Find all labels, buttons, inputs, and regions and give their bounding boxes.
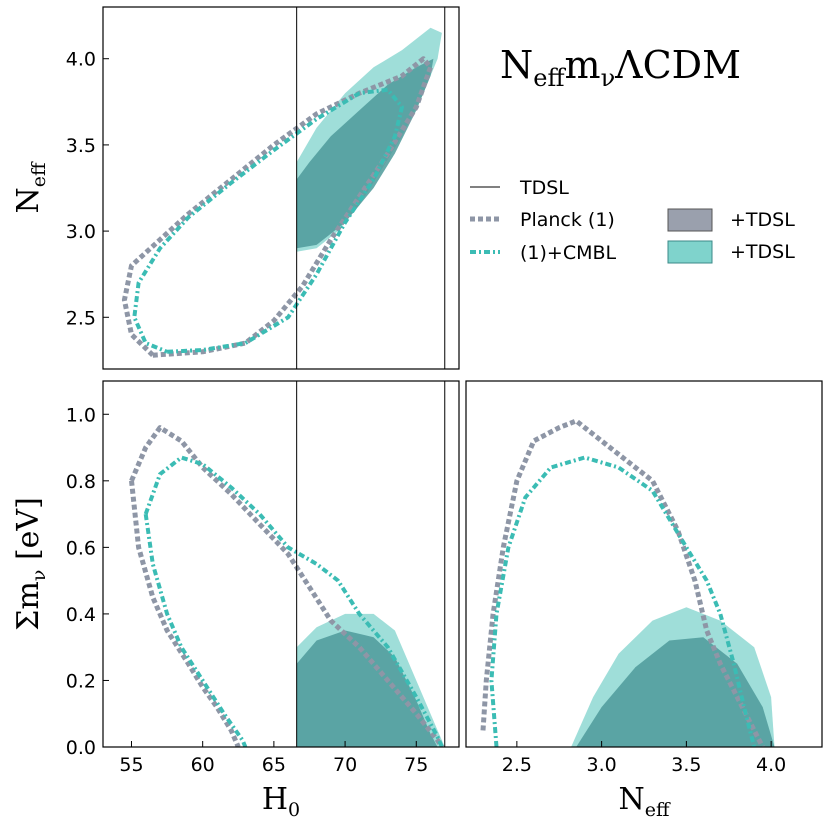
title-rest2: ΛCDM	[614, 43, 741, 87]
x-tick-label-4: 4.0	[756, 754, 786, 776]
x-tick-label-3: 65	[262, 754, 286, 776]
contour-line-2	[489, 455, 757, 747]
y-tick-label-1: 0.0	[66, 737, 96, 759]
x-axis-label: H0	[262, 782, 300, 821]
title-rest1: m	[565, 43, 601, 87]
y-label-sub: ν	[28, 570, 50, 582]
panel-Neff-mnu: 2.5 3.0 3.5 4.0 Neff	[465, 380, 823, 821]
x-label-base: H	[262, 782, 288, 817]
title-sub2: ν	[601, 64, 616, 92]
x-tick-label-1: 2.5	[502, 754, 532, 776]
plot-area	[480, 418, 775, 747]
title-sub: eff	[533, 64, 566, 92]
y-tick-label-5: 0.8	[66, 471, 96, 493]
axes-frame	[465, 380, 823, 748]
panel-H0-mnu: 55 60 65 70 75 0.0 0.2 0.4 0.6 0.8 1.0 H0 Σmν [eV]	[11, 380, 460, 821]
y-tick-label-3: 0.4	[66, 604, 96, 626]
legend-label-fill-gray: +TDSL	[730, 209, 795, 231]
y-label-base: N	[11, 187, 46, 213]
y-tick-label-3: 3.5	[66, 135, 96, 157]
panel-H0-Neff: 2.5 3.0 3.5 4.0 Neff	[11, 6, 460, 370]
y-axis-label: Σmν [eV]	[11, 497, 50, 631]
contour-line-2	[132, 87, 404, 354]
contour-line-3	[143, 455, 444, 747]
legend-swatch-fill-gray	[667, 208, 713, 232]
y-label-base: Σm	[11, 581, 46, 631]
fill-region-2	[576, 637, 775, 747]
legend-label-tdsl: TDSL	[519, 177, 569, 199]
title-base: N	[500, 43, 533, 87]
contour-line-1	[121, 56, 433, 358]
svg-text:NeffmνΛCDM: NeffmνΛCDM	[500, 43, 741, 92]
x-tick-label-2: 60	[191, 754, 215, 776]
y-tick-label-2: 0.2	[66, 670, 96, 692]
y-label-rest: [eV]	[11, 497, 46, 569]
y-tick-label-4: 0.6	[66, 537, 96, 559]
contour-line-4	[143, 513, 248, 747]
legend: TDSL Planck (1) (1)+CMBL +TDSL +TDSL	[470, 177, 795, 264]
y-tick-label-1: 2.5	[66, 307, 96, 329]
legend-label-planck: Planck (1)	[520, 209, 615, 231]
x-tick-label-4: 70	[333, 754, 357, 776]
legend-label-cmbl: (1)+CMBL	[520, 242, 617, 264]
legend-swatch-fill-teal	[667, 240, 713, 264]
fill-region-2	[296, 58, 434, 249]
plot-area	[129, 381, 446, 747]
x-tick-label-2: 3.0	[587, 754, 617, 776]
y-tick-label-6: 1.0	[66, 404, 96, 426]
axes-frame	[102, 380, 460, 748]
plot-area	[121, 7, 446, 369]
x-label-sub: eff	[645, 799, 671, 821]
contour-line-1	[480, 418, 765, 747]
x-axis-label: Neff	[619, 782, 671, 821]
y-label-sub: eff	[28, 161, 50, 187]
y-tick-label-2: 3.0	[66, 221, 96, 243]
x-label-sub: 0	[288, 799, 300, 821]
x-tick-label-1: 55	[119, 754, 143, 776]
x-label-base: N	[619, 782, 645, 817]
legend-label-fill-teal: +TDSL	[730, 241, 795, 263]
fill-region-2	[296, 630, 438, 747]
y-axis-label: Neff	[11, 161, 50, 213]
contour-line-2	[129, 480, 241, 747]
contour-line-1	[129, 425, 445, 747]
figure-title: NeffmνΛCDM	[500, 43, 741, 92]
x-tick-label-3: 3.5	[671, 754, 701, 776]
x-tick-label-5: 75	[404, 754, 428, 776]
y-tick-label-4: 4.0	[66, 49, 96, 71]
axes-frame	[102, 6, 460, 370]
